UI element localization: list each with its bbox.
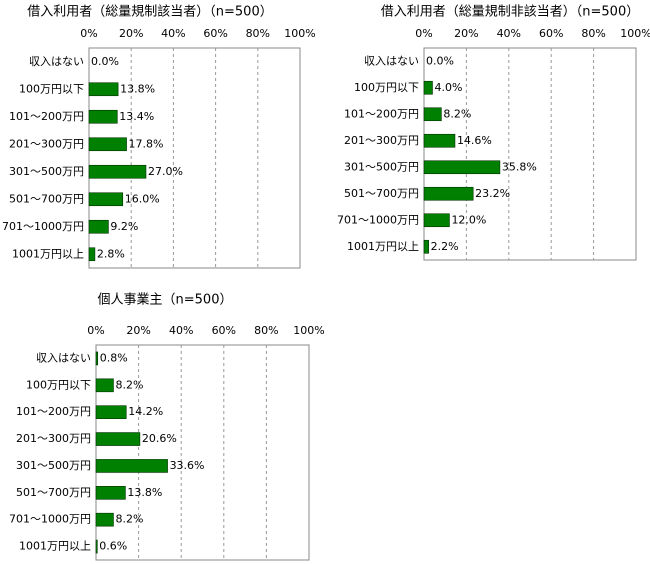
y-tick-label: 701～1000万円 [9, 513, 91, 526]
x-tick-label: 20% [454, 27, 478, 40]
chart-title: 借入利用者（総量規制非該当者）（n=500） [381, 4, 639, 20]
value-label: 14.2% [128, 405, 163, 418]
x-tick-label: 60% [539, 27, 563, 40]
bar [88, 164, 147, 179]
x-tick-label: 80% [254, 324, 278, 337]
x-tick-label: 20% [126, 324, 150, 337]
bar [95, 512, 114, 527]
bar [423, 239, 429, 254]
x-tick-label: 40% [497, 27, 521, 40]
bar [423, 107, 442, 122]
y-tick-label: 収入はない [29, 55, 84, 68]
value-label: 20.6% [142, 432, 177, 445]
y-tick-label: 100万円以下 [26, 378, 91, 391]
y-tick-label: 201～300万円 [344, 134, 419, 147]
x-tick-label: 20% [119, 27, 143, 40]
y-tick-label: 101～200万円 [9, 110, 84, 123]
y-tick-label: 100万円以下 [19, 82, 84, 95]
y-tick-label: 201～300万円 [9, 137, 84, 150]
value-label: 16.0% [125, 192, 160, 205]
y-tick-label: 301～500万円 [16, 459, 91, 472]
y-tick-label: 301～500万円 [9, 165, 84, 178]
bar [88, 247, 96, 262]
bar [95, 378, 114, 393]
y-tick-label: 101～200万円 [344, 107, 419, 120]
y-tick-label: 収入はない [364, 54, 419, 67]
x-tick-label: 60% [203, 27, 227, 40]
value-label: 12.0% [451, 213, 486, 226]
y-tick-label: 1001万円以上 [12, 247, 84, 260]
value-label: 8.2% [115, 513, 143, 526]
bar [88, 192, 124, 207]
bar [423, 160, 501, 175]
plot-area [95, 344, 310, 561]
y-tick-label: 501～700万円 [16, 486, 91, 499]
x-tick-label: 0% [87, 324, 104, 337]
y-tick-label: 201～300万円 [16, 432, 91, 445]
chart-title: 個人事業主（n=500） [98, 292, 233, 308]
x-tick-label: 40% [169, 324, 193, 337]
bar [423, 213, 450, 228]
value-label: 13.4% [119, 110, 154, 123]
value-label: 13.8% [127, 486, 162, 499]
value-label: 23.2% [475, 187, 510, 200]
y-tick-label: 1001万円以上 [347, 240, 419, 253]
bar [88, 219, 109, 234]
value-label: 33.6% [170, 459, 205, 472]
y-tick-label: 101～200万円 [16, 405, 91, 418]
value-label: 8.2% [443, 107, 471, 120]
bar [95, 486, 126, 500]
bar [95, 539, 98, 554]
y-tick-label: 701～1000万円 [337, 213, 419, 226]
plot-area [88, 47, 301, 269]
y-tick-label: 収入はない [36, 351, 91, 364]
value-label: 14.6% [457, 134, 492, 147]
x-tick-label: 100% [284, 27, 315, 40]
x-tick-label: 80% [246, 27, 270, 40]
value-label: 13.8% [120, 82, 155, 95]
bar [88, 82, 119, 97]
value-label: 4.0% [434, 81, 462, 94]
bar [423, 80, 433, 95]
y-tick-label: 301～500万円 [344, 160, 419, 173]
value-label: 8.2% [115, 378, 143, 391]
x-tick-label: 80% [581, 27, 605, 40]
value-label: 0.6% [99, 540, 127, 553]
x-tick-label: 0% [415, 27, 432, 40]
y-tick-label: 1001万円以上 [19, 540, 91, 553]
x-tick-label: 100% [620, 27, 650, 40]
bar [95, 459, 168, 473]
value-label: 0.0% [426, 54, 454, 67]
chart-title: 借入利用者（総量規制該当者）（n=500） [27, 4, 272, 20]
y-tick-label: 501～700万円 [9, 192, 84, 205]
x-tick-label: 0% [80, 27, 97, 40]
value-label: 0.0% [91, 55, 119, 68]
value-label: 27.0% [148, 165, 183, 178]
x-tick-label: 60% [212, 324, 236, 337]
x-tick-label: 100% [293, 324, 324, 337]
x-tick-label: 40% [161, 27, 185, 40]
bar [88, 137, 127, 152]
bar [423, 186, 474, 201]
value-label: 9.2% [110, 220, 138, 233]
bar [95, 351, 99, 366]
value-label: 35.8% [502, 160, 537, 173]
value-label: 0.8% [100, 351, 128, 364]
plot-area [423, 47, 637, 261]
value-label: 17.8% [129, 137, 164, 150]
bar [95, 405, 127, 419]
bar [423, 133, 456, 148]
bar [88, 109, 118, 124]
y-tick-label: 501～700万円 [344, 187, 419, 200]
bar [95, 432, 141, 446]
y-tick-label: 100万円以下 [354, 81, 419, 94]
value-label: 2.8% [97, 247, 125, 260]
y-tick-label: 701～1000万円 [2, 220, 84, 233]
value-label: 2.2% [431, 240, 459, 253]
